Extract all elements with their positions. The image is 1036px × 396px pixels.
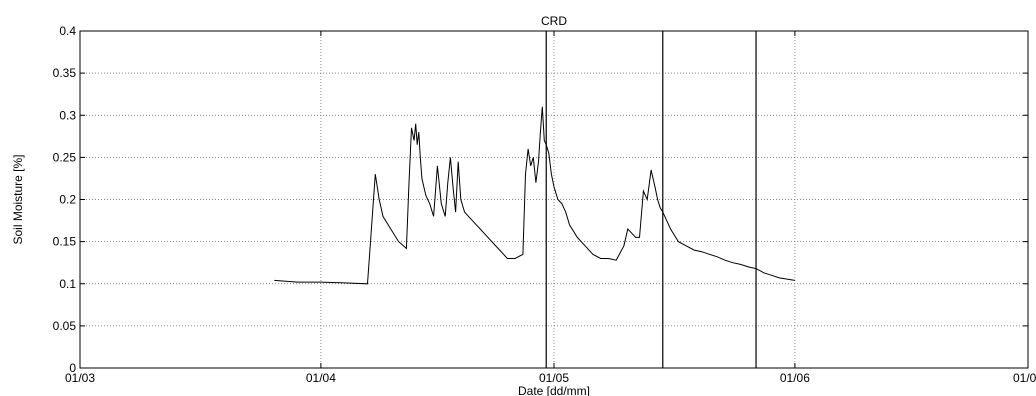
x-tick-label: 01/06 <box>780 371 810 385</box>
grid <box>80 31 1028 368</box>
y-tick-label: 0.1 <box>59 277 76 291</box>
y-tick-label: 0 <box>69 361 76 375</box>
event-lines <box>545 31 757 368</box>
y-axis-ticks: 0 0.05 0.1 0.15 0.2 0.25 0.3 0.35 0.4 <box>53 24 1028 375</box>
x-axis-ticks: 01/03 01/04 01/05 01/06 01/07 <box>65 31 1036 385</box>
x-tick-label: 01/04 <box>306 371 336 385</box>
y-tick-label: 0.15 <box>53 235 77 249</box>
y-tick-label: 0.05 <box>53 319 77 333</box>
x-tick-label: 01/03 <box>65 371 95 385</box>
y-axis-label: Soil Moisture [%] <box>11 154 25 244</box>
x-axis-label: Date [dd/mm] <box>518 384 590 396</box>
soil-moisture-line <box>274 106 795 285</box>
y-tick-label: 0.3 <box>59 108 76 122</box>
chart-title: CRD <box>541 14 567 28</box>
x-tick-label: 01/07 <box>1013 371 1036 385</box>
y-tick-label: 0.4 <box>59 24 76 38</box>
y-tick-label: 0.25 <box>53 150 77 164</box>
y-tick-label: 0.35 <box>53 66 77 80</box>
x-tick-label: 01/05 <box>539 371 569 385</box>
y-tick-label: 0.2 <box>59 193 76 207</box>
